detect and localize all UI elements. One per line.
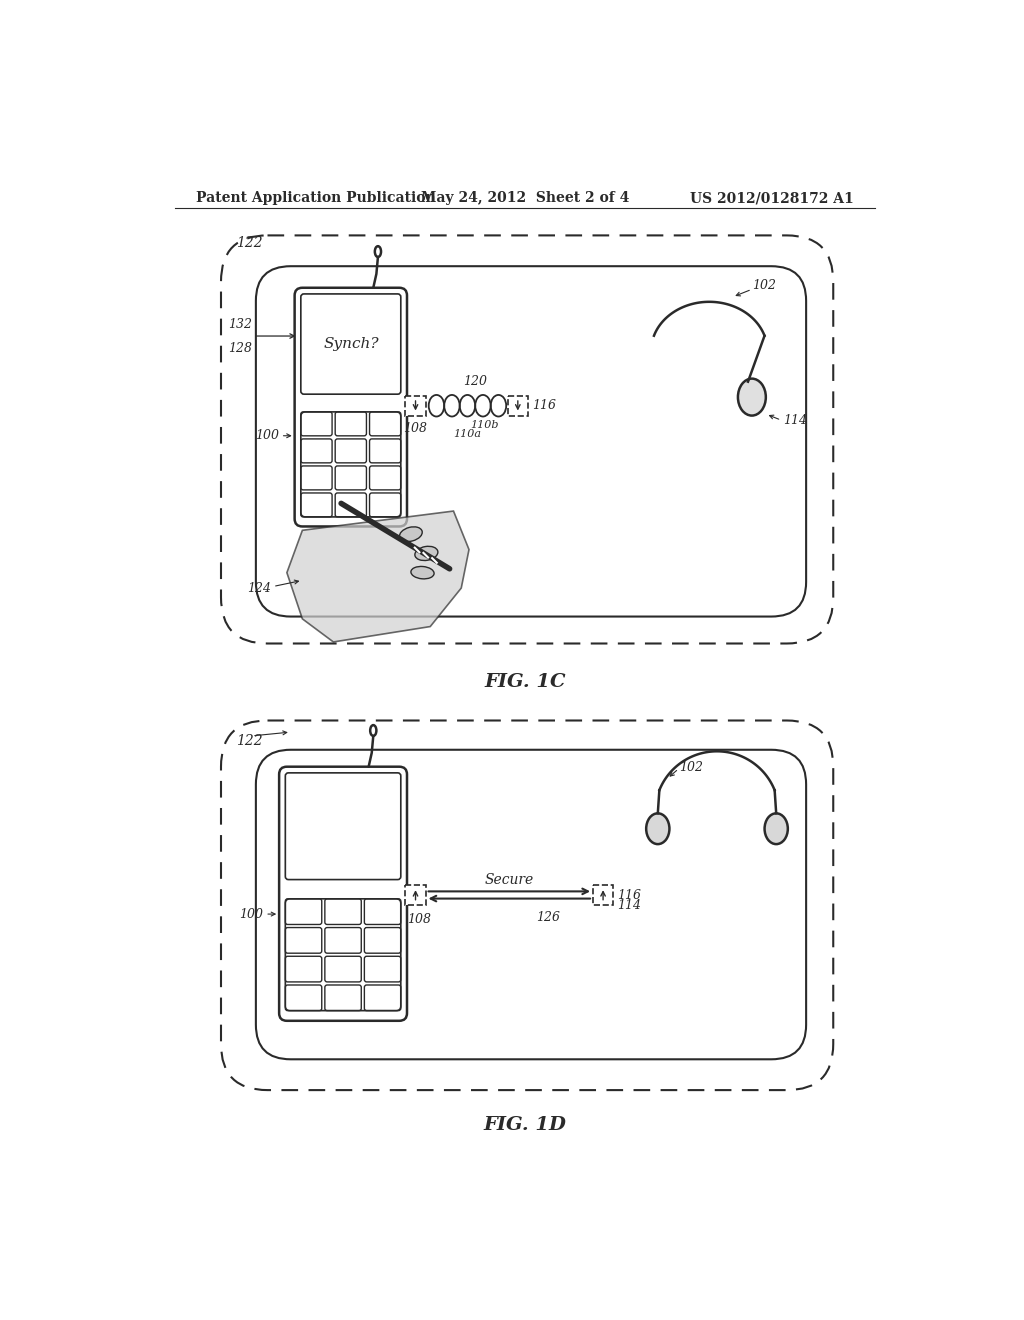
- Text: May 24, 2012  Sheet 2 of 4: May 24, 2012 Sheet 2 of 4: [421, 191, 629, 206]
- Text: US 2012/0128172 A1: US 2012/0128172 A1: [689, 191, 853, 206]
- Ellipse shape: [738, 379, 766, 416]
- Text: 114: 114: [617, 899, 641, 912]
- Text: 108: 108: [408, 912, 431, 925]
- Text: 120: 120: [463, 375, 487, 388]
- Text: 114: 114: [783, 413, 807, 426]
- FancyBboxPatch shape: [406, 396, 426, 416]
- Text: 132: 132: [228, 318, 252, 331]
- Ellipse shape: [399, 527, 422, 541]
- Text: FIG. 1C: FIG. 1C: [484, 673, 565, 690]
- Text: 122: 122: [237, 734, 263, 748]
- Text: 100: 100: [240, 908, 263, 920]
- Text: FIG. 1D: FIG. 1D: [483, 1115, 566, 1134]
- Text: 110a: 110a: [454, 429, 481, 438]
- Text: 116: 116: [531, 399, 556, 412]
- Text: 100: 100: [255, 429, 280, 442]
- Text: Synch?: Synch?: [323, 337, 379, 351]
- Ellipse shape: [371, 725, 377, 737]
- Ellipse shape: [375, 246, 381, 257]
- Text: Secure: Secure: [484, 873, 534, 887]
- Text: 108: 108: [403, 422, 428, 434]
- FancyBboxPatch shape: [593, 884, 613, 906]
- Text: 102: 102: [752, 279, 776, 292]
- Ellipse shape: [646, 813, 670, 843]
- Text: 110b: 110b: [470, 420, 499, 430]
- Text: 122: 122: [237, 236, 263, 249]
- Ellipse shape: [415, 546, 438, 561]
- Text: 102: 102: [679, 760, 702, 774]
- Ellipse shape: [765, 813, 787, 843]
- Text: 124: 124: [248, 582, 271, 594]
- Polygon shape: [287, 511, 469, 642]
- Text: 116: 116: [617, 888, 641, 902]
- Ellipse shape: [411, 566, 434, 579]
- FancyBboxPatch shape: [406, 884, 426, 906]
- Text: Patent Application Publication: Patent Application Publication: [197, 191, 436, 206]
- Text: 128: 128: [228, 342, 252, 355]
- Text: 126: 126: [536, 911, 560, 924]
- FancyBboxPatch shape: [508, 396, 528, 416]
